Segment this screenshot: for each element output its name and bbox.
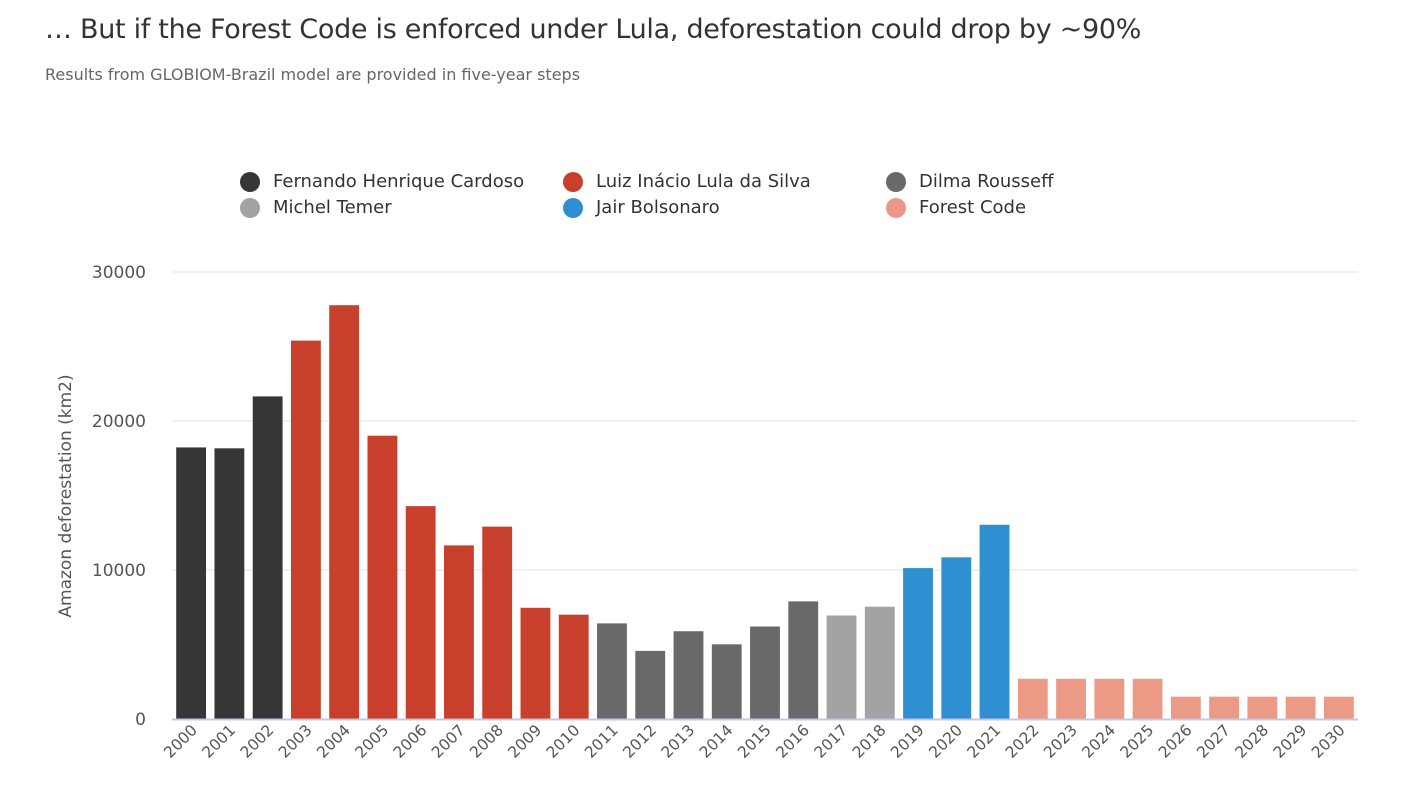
x-tick-label: 2030	[1308, 721, 1349, 762]
x-tick-label: 2012	[619, 721, 660, 762]
y-tick-label: 20000	[92, 412, 146, 432]
bar-2027	[1209, 696, 1240, 719]
x-tick-label: 2015	[734, 721, 775, 762]
bar-2001	[214, 448, 245, 719]
bar-2017	[826, 615, 857, 719]
bar-2003	[290, 340, 321, 719]
bar-2014	[711, 644, 742, 719]
legend-label: Forest Code	[919, 197, 1027, 218]
x-tick-label: 2018	[849, 721, 890, 762]
legend-item-forest[interactable]: Forest Code	[886, 197, 1026, 218]
bar-2022	[1017, 678, 1048, 719]
x-tick-label: 2007	[428, 721, 469, 762]
x-tick-label: 2004	[313, 721, 354, 762]
bar-2019	[903, 568, 933, 719]
x-tick-label: 2022	[1002, 721, 1043, 762]
bar-2018	[864, 606, 895, 719]
legend-swatch	[886, 197, 906, 218]
bar-2000	[176, 447, 207, 719]
x-tick-label: 2025	[1117, 721, 1158, 762]
bar-2011	[597, 623, 627, 719]
bar-2009	[520, 607, 551, 719]
bar-2025	[1132, 678, 1163, 719]
bar-2030	[1323, 696, 1354, 719]
bar-2021	[979, 524, 1010, 719]
bar-2008	[482, 526, 513, 719]
x-tick-label: 2028	[1232, 721, 1273, 762]
legend-item-lula[interactable]: Luiz Inácio Lula da Silva	[563, 171, 811, 192]
legend-label: Luiz Inácio Lula da Silva	[596, 171, 811, 192]
y-tick-label: 0	[135, 710, 146, 730]
bar-2023	[1056, 678, 1086, 719]
bar-2016	[788, 601, 819, 719]
x-tick-label: 2003	[275, 721, 316, 762]
bar-2004	[329, 305, 360, 719]
x-tick-label: 2029	[1270, 721, 1311, 762]
bar-2005	[367, 435, 398, 719]
x-tick-label: 2010	[543, 721, 584, 762]
bar-2010	[558, 614, 589, 719]
x-tick-label: 2017	[811, 721, 852, 762]
x-tick-label: 2002	[237, 721, 278, 762]
legend-swatch	[240, 197, 260, 218]
bar-2015	[750, 626, 780, 719]
bar-2013	[673, 631, 704, 719]
x-tick-label: 2019	[887, 721, 928, 762]
y-axis-title: Amazon deforestation (km2)	[56, 374, 76, 617]
bar-2007	[444, 545, 474, 719]
bar-2002	[252, 396, 283, 719]
x-tick-label: 2016	[772, 721, 813, 762]
x-tick-label: 2024	[1079, 721, 1120, 762]
x-tick-label: 2005	[352, 721, 393, 762]
x-tick-label: 2006	[390, 721, 431, 762]
x-tick-label: 2021	[964, 721, 1005, 762]
legend-label: Jair Bolsonaro	[596, 197, 720, 218]
legend-swatch	[563, 197, 583, 218]
x-tick-label: 2023	[1040, 721, 1081, 762]
bar-2024	[1094, 678, 1125, 719]
bar-2012	[635, 650, 666, 719]
legend-item-temer[interactable]: Michel Temer	[240, 197, 392, 218]
legend-item-dilma[interactable]: Dilma Rousseff	[886, 171, 1054, 192]
x-tick-label: 2027	[1193, 721, 1234, 762]
legend-label: Dilma Rousseff	[919, 171, 1054, 192]
x-tick-label: 2009	[505, 721, 546, 762]
bar-2020	[941, 557, 972, 719]
x-tick-label: 2001	[199, 721, 240, 762]
x-tick-label: 2013	[658, 721, 699, 762]
legend-swatch	[563, 171, 583, 192]
legend-item-bolsonaro[interactable]: Jair Bolsonaro	[563, 197, 720, 218]
legend-label: Fernando Henrique Cardoso	[273, 171, 525, 192]
y-tick-label: 30000	[92, 263, 146, 283]
legend-swatch	[240, 171, 260, 192]
legend-item-fhc[interactable]: Fernando Henrique Cardoso	[240, 171, 524, 192]
bar-2006	[405, 506, 436, 719]
x-tick-label: 2020	[925, 721, 966, 762]
bar-2026	[1170, 696, 1201, 719]
x-tick-label: 2014	[696, 721, 737, 762]
bar-2029	[1285, 696, 1316, 719]
x-tick-label: 2011	[581, 721, 622, 762]
chart-subtitle: Results from GLOBIOM-Brazil model are pr…	[45, 65, 581, 84]
bar-2028	[1247, 696, 1278, 719]
chart-title: … But if the Forest Code is enforced und…	[45, 14, 1142, 45]
y-tick-label: 10000	[92, 561, 146, 581]
x-tick-label: 2000	[160, 721, 201, 762]
x-tick-label: 2026	[1155, 721, 1196, 762]
legend-swatch	[886, 171, 906, 192]
x-tick-label: 2008	[466, 721, 507, 762]
legend-label: Michel Temer	[273, 197, 392, 218]
